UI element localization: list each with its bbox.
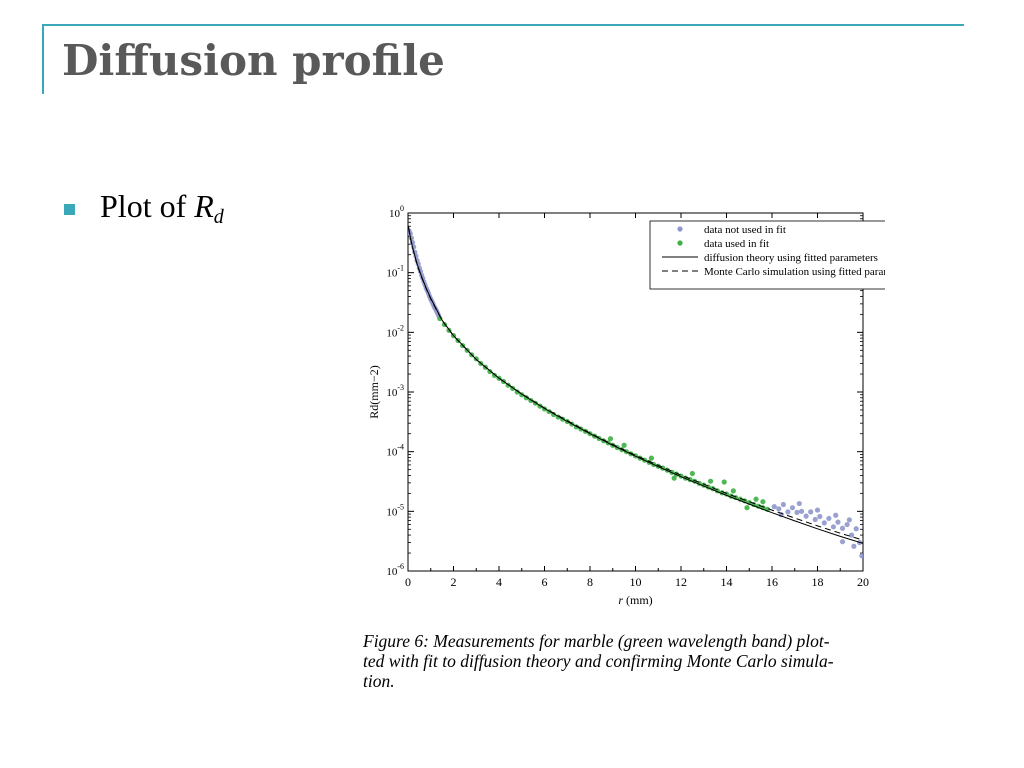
data-point <box>491 372 498 378</box>
data-point <box>839 525 846 531</box>
bullet-marker <box>64 204 75 215</box>
data-point <box>689 470 695 477</box>
x-tick-label: 4 <box>496 575 502 589</box>
monte-carlo-line <box>408 228 863 541</box>
legend-marker <box>677 226 683 232</box>
x-tick-label: 16 <box>766 575 778 589</box>
data-point <box>514 389 520 395</box>
y-tick-exponent: -2 <box>397 323 404 332</box>
data-point <box>798 508 805 514</box>
x-axis-label: r (mm) <box>618 593 652 607</box>
legend-label: data not used in fit <box>704 224 786 236</box>
data-point <box>648 455 655 461</box>
data-point <box>808 509 814 515</box>
data-point <box>771 504 777 510</box>
data-point <box>839 539 846 545</box>
y-tick-base: 10 <box>386 566 398 578</box>
x-tick-label: 0 <box>405 575 411 589</box>
bullet-subscript: d <box>213 206 224 228</box>
data-point <box>821 520 827 526</box>
data-point <box>812 516 818 523</box>
y-axis-label: Rd(mm−2) <box>367 365 381 418</box>
caption-line: Figure 6: Measurements for marble (green… <box>363 631 830 651</box>
data-point <box>780 501 786 508</box>
x-axis-label-unit: (mm) <box>623 593 653 607</box>
y-tick-label: 10-3 <box>386 383 404 399</box>
data-point <box>814 507 821 513</box>
data-point <box>826 515 832 522</box>
y-tick-label: 10-2 <box>386 323 404 339</box>
data-point <box>849 532 855 538</box>
caption-line: ted with fit to diffusion theory and con… <box>363 651 834 671</box>
y-tick-label: 10-4 <box>386 443 404 459</box>
y-tick-base: 10 <box>386 506 398 518</box>
y-tick-base: 10 <box>386 268 398 280</box>
x-tick-label: 20 <box>857 575 869 589</box>
legend-box <box>649 220 885 290</box>
data-point <box>844 521 850 528</box>
caption-line: tion. <box>363 671 395 691</box>
data-point <box>707 478 714 484</box>
x-tick-label: 18 <box>812 575 824 589</box>
x-tick-label: 14 <box>721 575 733 589</box>
y-tick-exponent: -3 <box>397 383 404 392</box>
data-point <box>817 513 823 520</box>
x-tick-label: 2 <box>451 575 457 589</box>
y-tick-exponent: -6 <box>397 562 404 571</box>
data-point <box>789 505 796 511</box>
y-tick-exponent: 0 <box>400 204 404 213</box>
y-tick-exponent: -1 <box>397 264 404 273</box>
data-point <box>760 499 766 505</box>
data-point <box>621 442 627 448</box>
title-accent-side-line <box>42 24 44 94</box>
data-point <box>830 524 837 530</box>
x-axis-label-var: r <box>618 593 623 607</box>
y-tick-exponent: -5 <box>397 502 404 511</box>
y-tick-exponent: -4 <box>397 443 404 452</box>
data-point <box>785 509 791 515</box>
legend-label: diffusion theory using fitted parameters <box>704 252 878 264</box>
bullet-symbol: R <box>194 188 214 224</box>
data-point <box>833 512 839 518</box>
data-point <box>803 513 809 519</box>
y-tick-label: 10-5 <box>386 502 404 518</box>
data-point <box>851 543 857 549</box>
data-point <box>776 506 782 512</box>
data-point <box>721 479 727 485</box>
y-tick-label: 10-1 <box>386 264 404 280</box>
y-tick-base: 10 <box>386 447 398 459</box>
x-tick-label: 10 <box>630 575 642 589</box>
legend-label: data used in fit <box>704 238 769 250</box>
data-point <box>794 509 800 515</box>
y-tick-label: 10-6 <box>386 562 404 578</box>
data-point <box>753 496 759 502</box>
data-point <box>859 553 863 559</box>
data-point <box>846 517 852 523</box>
title-accent-line <box>42 24 964 26</box>
y-tick-base: 10 <box>389 208 401 220</box>
diffusion-profile-chart: 0 2 4 6 8 10 12 14 16 18 2010010-110-210-310-410-5… <box>367 204 885 607</box>
data-point <box>607 436 614 442</box>
plot-content <box>408 226 863 559</box>
data-point <box>796 500 802 507</box>
data-point <box>835 519 841 525</box>
data-point <box>853 526 859 532</box>
legend-marker <box>677 240 683 246</box>
legend-label: Monte Carlo simulation using fitted para… <box>704 266 885 278</box>
y-tick-base: 10 <box>386 327 398 339</box>
data-point <box>671 475 677 481</box>
x-tick-label: 6 <box>542 575 548 589</box>
bullet-text: Plot of <box>100 188 195 224</box>
data-point <box>744 505 750 511</box>
y-tick-label: 100 <box>389 204 404 220</box>
data-point <box>730 488 736 494</box>
x-tick-label: 8 <box>587 575 593 589</box>
slide-title: Diffusion profile <box>62 36 445 85</box>
bullet-item: Plot of Rd <box>100 188 224 229</box>
figure-caption: Figure 6: Measurements for marble (green… <box>363 631 883 691</box>
x-tick-label: 12 <box>675 575 687 589</box>
y-tick-base: 10 <box>386 387 398 399</box>
